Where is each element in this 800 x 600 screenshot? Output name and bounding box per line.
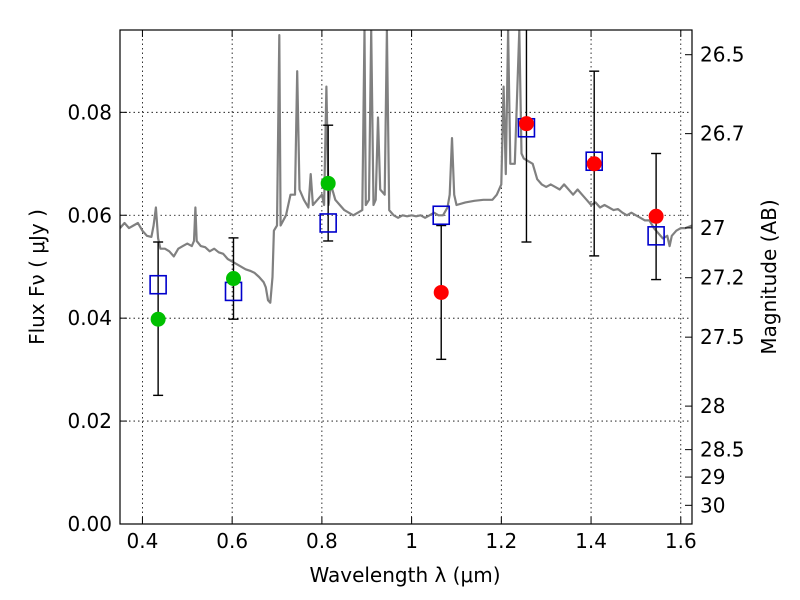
model-square xyxy=(647,226,665,246)
x-tick-label: 1.4 xyxy=(575,529,607,553)
mag-tick-label: 27.5 xyxy=(700,325,745,349)
mag-tick-label: 27 xyxy=(700,216,725,240)
spectrum-line xyxy=(120,30,692,304)
y-tick-label: 0.02 xyxy=(67,409,112,433)
x-axis-label: Wavelength λ (μm) xyxy=(309,563,500,587)
mag-tick-label: 28.5 xyxy=(700,438,745,462)
model-photometry-layer xyxy=(149,117,665,302)
y-tick-label: 0.06 xyxy=(67,203,112,227)
y-tick-label: 0.04 xyxy=(67,306,112,330)
mag-tick-label: 26.7 xyxy=(700,122,745,146)
y-axis-label-right: Magnitude (AB) xyxy=(757,199,781,354)
spectrum-layer xyxy=(120,30,692,304)
observed-points-layer xyxy=(150,116,664,327)
model-square xyxy=(319,213,337,233)
x-tick-label: 0.6 xyxy=(216,529,248,553)
tick-layer: 0.4 0.6 0.8 1 1.2 1.4 1.6 0.00 0.02 0.04 0.06 0.08 2… xyxy=(67,30,745,553)
y-tick-label: 0.08 xyxy=(67,100,112,124)
x-tick-label: 1.2 xyxy=(485,529,517,553)
model-square xyxy=(432,205,451,226)
mag-tick-label: 29 xyxy=(700,465,725,489)
observed-nir-point xyxy=(433,284,449,300)
axes-frame xyxy=(119,29,693,525)
x-tick-label: 1 xyxy=(405,529,418,553)
model-square xyxy=(149,274,167,295)
mag-tick-label: 27.2 xyxy=(700,266,745,290)
mag-tick-label: 28 xyxy=(700,394,725,418)
x-tick-label: 0.8 xyxy=(306,529,338,553)
observed-optical-point xyxy=(320,175,336,191)
grid xyxy=(120,30,692,525)
x-tick-label: 0.4 xyxy=(127,529,159,553)
x-tick-label: 1.6 xyxy=(665,529,697,553)
plot-frame xyxy=(119,29,693,525)
y-axis-label-left: Flux Fν ( μJy ) xyxy=(25,209,49,345)
observed-optical-point xyxy=(226,271,242,287)
errorbar-layer xyxy=(153,30,662,397)
observed-nir-point xyxy=(586,156,602,172)
observed-optical-point xyxy=(150,311,166,327)
mag-tick-label: 26.5 xyxy=(700,43,745,67)
mag-tick-label: 30 xyxy=(700,493,725,517)
y-tick-label: 0.00 xyxy=(67,512,112,536)
observed-nir-point xyxy=(648,208,664,224)
observed-nir-point xyxy=(518,116,534,132)
